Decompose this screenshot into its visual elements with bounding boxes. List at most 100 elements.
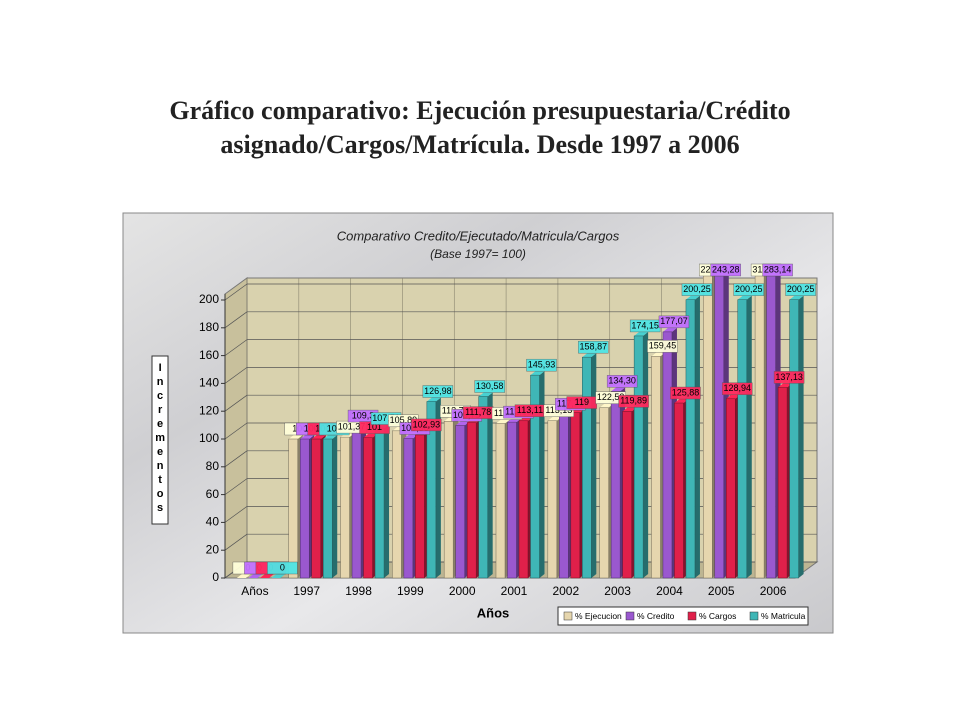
x-tick-label: 2004 xyxy=(656,584,683,598)
bar-top xyxy=(622,407,637,412)
bar xyxy=(426,401,437,579)
value-label: 134,30 xyxy=(608,376,636,386)
bar xyxy=(685,299,696,579)
y-tick-label: 40 xyxy=(206,515,220,529)
x-tick-label: Años xyxy=(241,584,268,598)
bar-top xyxy=(685,295,700,300)
value-label-box xyxy=(578,340,609,354)
value-label: 113,11 xyxy=(517,405,543,415)
value-label: 109,3 xyxy=(352,410,375,420)
bar xyxy=(311,438,321,579)
bar-side xyxy=(798,295,804,578)
grid-line xyxy=(224,283,248,301)
bar-top xyxy=(300,435,315,439)
bar xyxy=(662,331,673,579)
legend-label: % Matricula xyxy=(761,611,806,621)
value-label-box xyxy=(733,283,764,296)
bar-top xyxy=(248,574,263,578)
grid-line xyxy=(224,533,248,551)
y-tick-label: 180 xyxy=(199,320,219,334)
y-tick-label: 80 xyxy=(206,459,220,473)
x-tick-label: 2006 xyxy=(760,584,787,598)
bar-top xyxy=(288,435,303,439)
bar xyxy=(622,411,632,579)
value-label-box xyxy=(785,283,816,296)
slide-title: asignado/Cargos/Matrícula. Desde 1997 a … xyxy=(220,130,739,159)
bar xyxy=(403,438,414,579)
bar-top xyxy=(478,392,493,397)
value-label-box xyxy=(618,395,649,408)
value-label-box xyxy=(681,283,713,296)
bar-side xyxy=(591,353,597,578)
value-label: 125,88 xyxy=(672,387,700,397)
value-label: 107,51 xyxy=(372,413,400,423)
legend-swatch xyxy=(625,611,635,621)
bar xyxy=(714,272,725,579)
bar-top xyxy=(426,397,441,402)
bar xyxy=(559,414,569,579)
chart-subtitle: (Base 1997= 100) xyxy=(430,247,526,261)
bars xyxy=(236,180,804,579)
grid-line xyxy=(224,394,248,412)
bar-side xyxy=(332,435,338,578)
bar xyxy=(703,272,713,579)
grid-line xyxy=(224,450,248,468)
x-tick-label: 2002 xyxy=(552,584,579,598)
value-label: 137,13 xyxy=(775,372,803,382)
value-label: 174,15 xyxy=(631,320,659,330)
y-tick-label: 140 xyxy=(199,376,219,390)
y-tick-label: 60 xyxy=(206,487,220,501)
bar xyxy=(610,391,621,579)
bar-top xyxy=(236,574,251,578)
value-label-box xyxy=(474,380,505,393)
value-label: 130,58 xyxy=(476,381,504,391)
value-label-box xyxy=(722,382,753,395)
value-label-box xyxy=(267,561,298,575)
legend-swatch xyxy=(749,611,759,621)
bar-top xyxy=(634,331,649,336)
bar-top xyxy=(403,434,418,439)
bar xyxy=(754,272,765,579)
bar xyxy=(288,438,298,579)
value-label: 177,07 xyxy=(660,316,688,326)
x-tick-label: 2005 xyxy=(708,584,735,598)
value-label: 128,94 xyxy=(724,383,752,393)
bar-top xyxy=(726,394,741,399)
bar xyxy=(374,428,385,579)
bar-side xyxy=(487,392,493,578)
bar xyxy=(547,420,558,579)
value-label: 111,78 xyxy=(465,407,491,417)
bar-side xyxy=(539,371,545,578)
bar-top xyxy=(767,180,781,184)
bar xyxy=(777,387,788,579)
bar xyxy=(363,437,373,579)
y-tick-label: 20 xyxy=(206,542,220,556)
value-label: 243,28 xyxy=(712,264,740,274)
value-label: 145,93 xyxy=(528,360,556,370)
grid-line xyxy=(224,311,248,329)
bar-top xyxy=(496,419,510,424)
bar xyxy=(340,436,350,579)
bar-top xyxy=(530,371,545,376)
legend xyxy=(557,606,809,626)
value-label: 0 xyxy=(280,562,285,572)
value-label: 200,25 xyxy=(683,284,711,294)
y-tick-label: 0 xyxy=(212,570,219,584)
grid-line xyxy=(224,478,248,495)
side-wall xyxy=(224,277,248,579)
bar-top xyxy=(259,574,274,578)
x-tick-label: 1999 xyxy=(397,584,424,598)
y-tick-label: 200 xyxy=(199,292,219,306)
bar-top xyxy=(674,399,689,404)
bar xyxy=(495,423,506,579)
value-label: 102,93 xyxy=(413,419,441,429)
chart-title: Comparativo Credito/Ejecutado/Matricula/… xyxy=(337,228,620,243)
bar-top xyxy=(582,353,597,358)
x-tick-label: 1997 xyxy=(293,584,320,598)
bar xyxy=(507,421,517,579)
bar-top xyxy=(651,352,666,357)
bar xyxy=(582,356,592,579)
grid-line xyxy=(224,506,248,523)
bar xyxy=(726,398,736,579)
